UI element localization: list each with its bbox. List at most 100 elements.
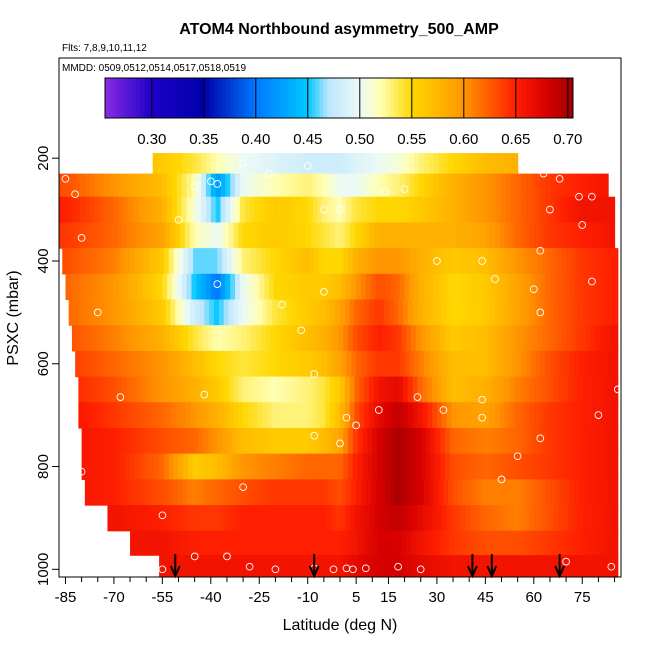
heatmap-cell <box>100 453 107 480</box>
heatmap-cell <box>448 196 454 224</box>
heatmap-cell <box>146 505 152 532</box>
heatmap-cell <box>438 196 444 224</box>
heatmap-cell <box>257 505 264 532</box>
heatmap-cell <box>285 530 291 556</box>
colorbar-swatch <box>147 78 153 118</box>
heatmap-cell <box>207 555 214 577</box>
heatmap-cell <box>75 173 81 198</box>
heatmap-cell <box>241 530 247 556</box>
heatmap-cell <box>123 350 130 378</box>
heatmap-cell <box>453 479 459 506</box>
heatmap-cell <box>449 248 456 275</box>
heatmap-cell <box>172 350 178 378</box>
heatmap-cell <box>233 222 239 249</box>
heatmap-cell <box>478 453 485 480</box>
heatmap-cell <box>184 222 191 249</box>
heatmap-cell <box>344 222 351 249</box>
heatmap-cell <box>277 299 283 326</box>
heatmap-cell <box>498 453 504 480</box>
heatmap-cell <box>398 402 404 429</box>
heatmap-cell <box>146 402 152 429</box>
heatmap-cell <box>191 273 197 301</box>
heatmap-cell <box>609 453 616 480</box>
heatmap-cell <box>365 173 372 198</box>
heatmap-cell <box>467 273 474 301</box>
observation-point <box>562 557 570 566</box>
heatmap-cell <box>175 376 181 403</box>
heatmap-cell <box>567 299 574 326</box>
heatmap-cell <box>585 530 591 556</box>
heatmap-cell <box>425 325 432 352</box>
heatmap-cell <box>197 453 204 480</box>
heatmap-cell <box>393 505 399 532</box>
heatmap-cell <box>407 505 414 532</box>
heatmap-cell <box>151 299 157 326</box>
heatmap-cell <box>590 530 596 556</box>
heatmap-cell <box>420 325 427 352</box>
heatmap-cell <box>264 153 270 175</box>
heatmap-cell <box>519 505 525 532</box>
heatmap-cell <box>162 153 168 175</box>
heatmap-cell <box>507 453 514 480</box>
heatmap-cell <box>212 248 218 275</box>
heatmap-cell <box>377 427 383 455</box>
observation-point <box>352 421 360 430</box>
heatmap-cell <box>107 222 113 249</box>
heatmap-cell <box>173 530 180 556</box>
colorbar-swatch <box>467 78 473 118</box>
heatmap-cell <box>210 273 217 301</box>
heatmap-cell <box>456 376 462 403</box>
heatmap-cell <box>160 376 167 403</box>
heatmap-cell <box>244 196 251 224</box>
heatmap-cell <box>435 453 441 480</box>
heatmap-cell <box>207 248 214 275</box>
observation-point <box>613 385 621 394</box>
heatmap-cell <box>501 479 507 506</box>
heatmap-cell <box>228 376 235 403</box>
heatmap-cell <box>314 325 320 352</box>
heatmap-cell <box>540 273 546 301</box>
observation-point <box>329 565 338 574</box>
heatmap-cell <box>522 453 528 480</box>
heatmap-cell <box>317 173 323 198</box>
heatmap-cell <box>296 299 302 326</box>
heatmap-cell <box>428 173 435 198</box>
x-tick-label: -10 <box>297 589 319 606</box>
heatmap-cell <box>459 530 465 556</box>
heatmap-cell <box>131 402 138 429</box>
heatmap-cell <box>348 530 354 556</box>
x-tick-label: 30 <box>429 589 446 606</box>
heatmap-cell <box>288 350 294 378</box>
heatmap-cell <box>89 273 96 301</box>
heatmap-cell <box>173 248 180 275</box>
heatmap-cell <box>113 196 120 224</box>
heatmap-cell <box>249 479 255 506</box>
heatmap-cell <box>595 427 601 455</box>
heatmap-cell <box>583 273 590 301</box>
heatmap-cell <box>201 153 207 175</box>
heatmap-cell <box>485 402 491 429</box>
heatmap-cell <box>273 196 280 224</box>
heatmap-cell <box>561 530 567 556</box>
heatmap-cell <box>579 350 585 378</box>
heatmap-cell <box>393 402 399 429</box>
heatmap-cell <box>144 453 151 480</box>
heatmap-cell <box>402 376 409 403</box>
heatmap-cell <box>277 402 283 429</box>
heatmap-cell <box>84 273 91 301</box>
heatmap-cell <box>517 427 524 455</box>
heatmap-cell <box>477 153 483 175</box>
heatmap-cell <box>151 222 157 249</box>
heatmap-cell <box>312 350 318 378</box>
heatmap-cell <box>509 299 516 326</box>
heatmap-cell <box>385 153 391 175</box>
heatmap-cell <box>386 325 393 352</box>
heatmap-cell <box>149 248 155 275</box>
heatmap-cell <box>506 196 512 224</box>
heatmap-cell <box>302 173 309 198</box>
heatmap-cell <box>411 530 417 556</box>
heatmap-cell <box>130 453 136 480</box>
heatmap-cell <box>306 222 312 249</box>
heatmap-cell <box>393 222 399 249</box>
heatmap-cell <box>524 402 530 429</box>
